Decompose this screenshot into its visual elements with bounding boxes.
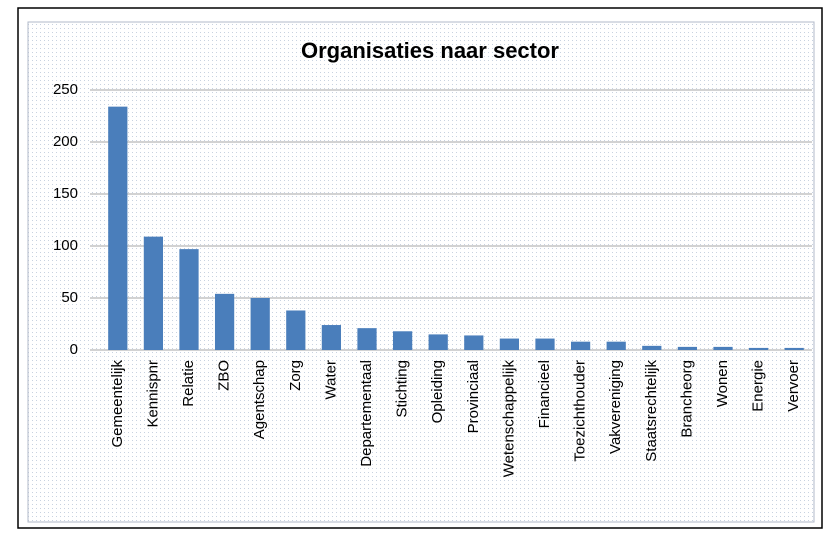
bar bbox=[428, 334, 448, 350]
x-tick-label: Wetenschappelijk bbox=[500, 360, 517, 478]
x-tick-label: Agentschap bbox=[251, 360, 268, 439]
bar bbox=[143, 236, 164, 350]
x-tick-label: Vakvereniging bbox=[607, 360, 624, 454]
x-tick-label: Opleiding bbox=[429, 360, 446, 423]
bar bbox=[214, 293, 235, 350]
x-tick-label: Departementaal bbox=[358, 360, 375, 467]
x-tick-label: Gemeentelijk bbox=[109, 360, 126, 448]
bar bbox=[357, 328, 377, 350]
bar bbox=[642, 345, 662, 350]
x-tick-label: Toezichthouder bbox=[572, 360, 589, 462]
x-tick-label: Zorg bbox=[287, 360, 304, 391]
y-tick-label: 250 bbox=[53, 81, 78, 98]
bar bbox=[713, 346, 733, 350]
x-tick-label: Energie bbox=[750, 360, 767, 412]
x-tick-label: Brancheorg bbox=[678, 360, 695, 438]
bar bbox=[464, 335, 484, 350]
x-tick-label: Staatsrechtelijk bbox=[643, 360, 660, 462]
bar bbox=[392, 331, 413, 350]
bar bbox=[570, 341, 591, 350]
x-tick-label: Kennispnr bbox=[144, 360, 161, 428]
y-tick-label: 50 bbox=[61, 289, 78, 306]
chart-title: Organisaties naar sector bbox=[301, 38, 559, 63]
bar bbox=[606, 341, 626, 350]
bar bbox=[250, 298, 270, 350]
bar bbox=[108, 106, 128, 350]
x-tick-label: Stichting bbox=[394, 360, 411, 418]
y-tick-label: 150 bbox=[53, 185, 78, 202]
bar bbox=[535, 338, 555, 350]
x-tick-label: ZBO bbox=[216, 360, 233, 391]
y-tick-label: 0 bbox=[70, 341, 78, 358]
x-tick-label: Financieel bbox=[536, 360, 553, 428]
x-tick-label: Relatie bbox=[180, 360, 197, 407]
bar bbox=[784, 347, 804, 350]
x-tick-label: Provinciaal bbox=[465, 360, 482, 433]
bar bbox=[286, 310, 306, 350]
bar bbox=[321, 325, 342, 350]
y-tick-label: 200 bbox=[53, 133, 78, 150]
y-tick-label: 100 bbox=[53, 237, 78, 254]
x-tick-label: Vervoer bbox=[785, 360, 802, 412]
bar bbox=[677, 346, 698, 350]
bar bbox=[499, 338, 520, 350]
bar bbox=[179, 249, 199, 350]
x-tick-label: Water bbox=[322, 360, 339, 399]
x-tick-label: Wonen bbox=[714, 360, 731, 407]
bar bbox=[748, 347, 769, 350]
